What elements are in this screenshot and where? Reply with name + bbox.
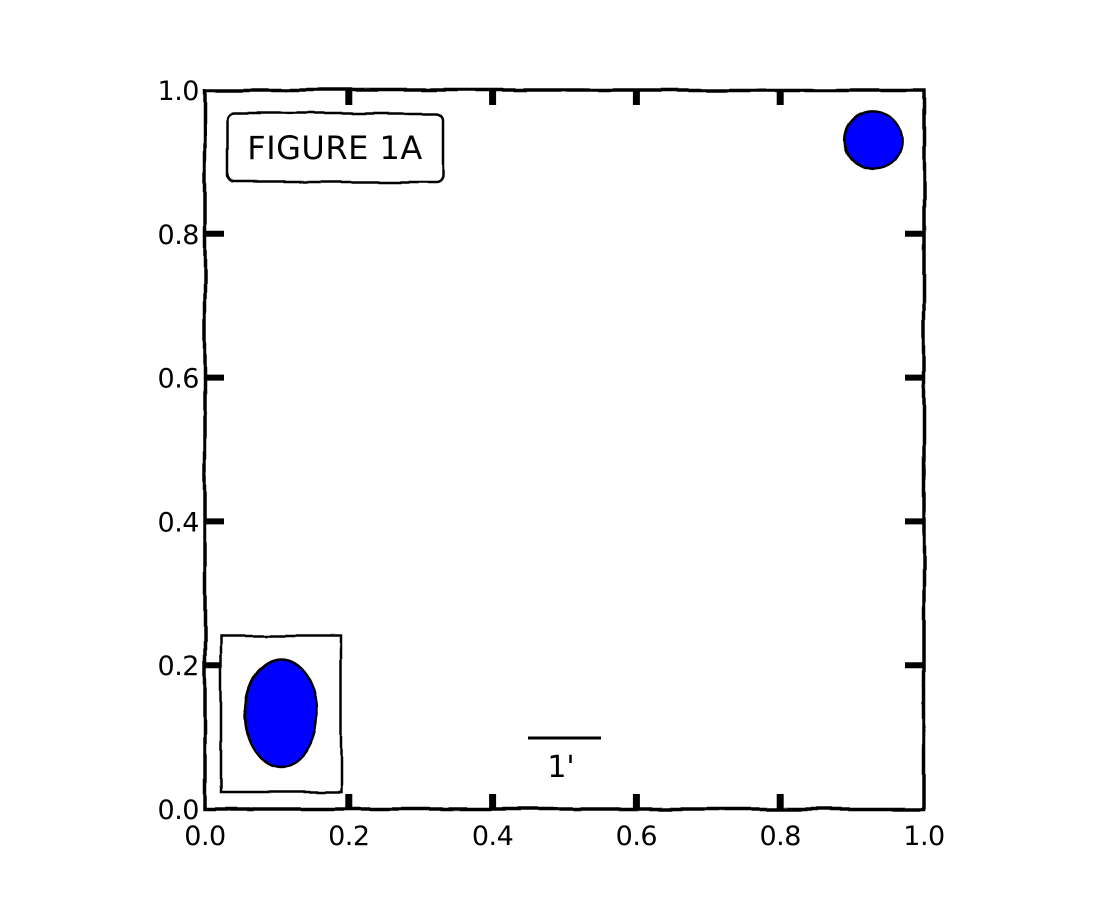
y-tick-label: 0.0 <box>158 795 199 826</box>
x-tick-label: 0.6 <box>616 821 657 852</box>
y-tick-labels: 0.0 0.2 0.4 0.6 0.8 1.0 <box>158 76 200 826</box>
x-tick-labels: 0.0 0.2 0.4 0.6 0.8 1.0 <box>184 821 945 852</box>
inset-box <box>219 634 343 794</box>
y-tick-label: 1.0 <box>158 76 199 107</box>
x-tick-label: 0.2 <box>328 821 369 852</box>
figure-label-frame <box>226 111 445 184</box>
y-tick-label: 0.2 <box>158 651 199 682</box>
x-tick-label: 0.4 <box>472 821 513 852</box>
y-tick-label: 0.8 <box>158 220 199 251</box>
y-tick-label: 0.4 <box>158 507 199 538</box>
fraction-label: 1' <box>528 736 601 785</box>
x-tick-label: 0.8 <box>759 821 800 852</box>
figure-label-box: FIGURE 1A <box>226 111 445 184</box>
inset-ellipse-marker <box>243 657 319 769</box>
y-tick-marks <box>205 230 924 669</box>
x-tick-label: 1.0 <box>903 821 944 852</box>
data-point <box>843 110 904 171</box>
fraction-denominator: 1' <box>547 750 574 785</box>
data-points <box>843 110 904 171</box>
plot-frame <box>203 88 926 811</box>
x-tick-label: 0.0 <box>184 821 225 852</box>
figure-label-text: FIGURE 1A <box>247 129 422 167</box>
x-tick-marks <box>345 90 784 809</box>
y-tick-label: 0.6 <box>158 364 199 395</box>
